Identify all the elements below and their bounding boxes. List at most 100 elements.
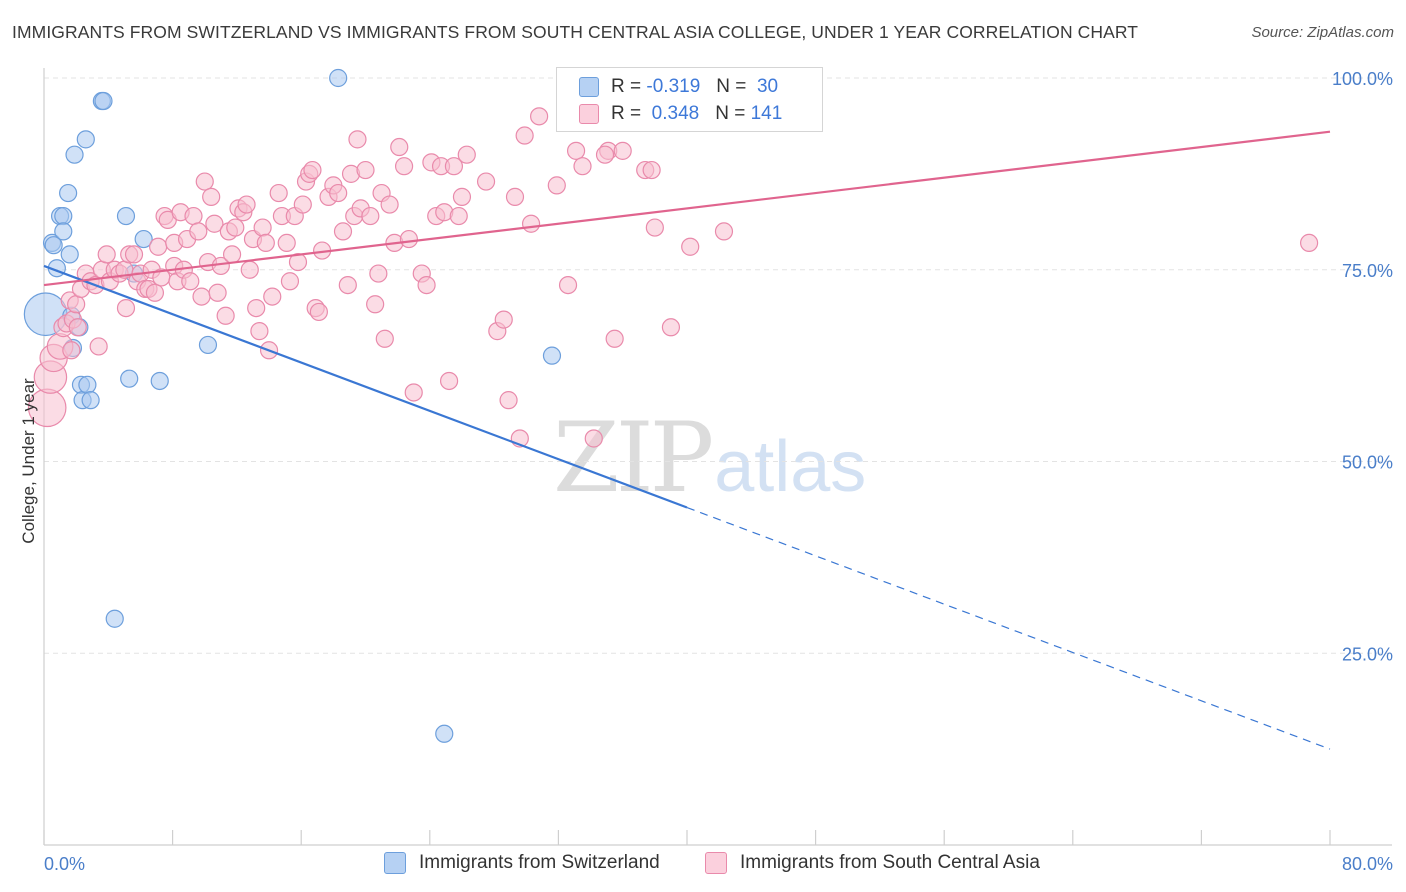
point-south-central-asia	[226, 218, 245, 237]
grid-lines	[44, 77, 1392, 654]
point-south-central-asia	[256, 233, 275, 253]
point-south-central-asia	[356, 160, 375, 180]
point-south-central-asia	[303, 160, 322, 180]
point-switzerland	[44, 236, 63, 255]
point-south-central-asia	[293, 195, 312, 214]
x-tick-label: 80.0%	[1342, 854, 1393, 874]
point-south-central-asia	[399, 229, 419, 249]
legend-item-switzerland: Immigrants from Switzerland	[384, 852, 660, 874]
legend-r-value: -0.319	[646, 76, 701, 97]
trendline-switzerland	[43, 264, 688, 509]
point-south-central-asia	[505, 187, 525, 206]
point-south-central-asia	[277, 233, 296, 253]
point-south-central-asia	[457, 145, 476, 164]
point-south-central-asia	[247, 299, 266, 318]
point-south-central-asia	[681, 237, 700, 256]
point-south-central-asia	[250, 322, 269, 341]
point-south-central-asia	[714, 222, 734, 241]
axes	[43, 68, 1392, 846]
y-axis-title: College, Under 1 year	[19, 378, 38, 544]
point-south-central-asia	[189, 222, 208, 241]
point-south-central-asia	[573, 157, 592, 176]
point-switzerland	[542, 346, 562, 365]
point-south-central-asia	[547, 176, 566, 195]
point-switzerland	[81, 391, 100, 410]
tick-labels: 25.0% 50.0% 75.0% 100.0% 0.0% 80.0% College, U…	[19, 69, 1393, 874]
point-switzerland	[116, 206, 136, 226]
point-switzerland	[78, 375, 97, 394]
legend-label-south-central-asia: Immigrants from South Central Asia	[740, 852, 1040, 873]
series-switzerland-points	[23, 68, 562, 743]
point-south-central-asia	[494, 310, 513, 329]
point-south-central-asia	[338, 275, 357, 295]
watermark-atlas: atlas	[714, 427, 867, 507]
legend-r-value: 0.348	[651, 103, 700, 124]
legend-swatch-switzerland	[579, 77, 599, 97]
point-south-central-asia	[222, 245, 242, 264]
point-switzerland	[59, 183, 78, 203]
point-south-central-asia	[476, 172, 496, 191]
point-south-central-asia	[1300, 233, 1319, 253]
point-south-central-asia	[333, 222, 353, 241]
point-south-central-asia	[499, 391, 518, 410]
point-south-central-asia	[184, 206, 203, 226]
point-south-central-asia	[329, 183, 348, 203]
point-south-central-asia	[62, 341, 81, 360]
point-south-central-asia	[124, 245, 144, 264]
point-south-central-asia	[530, 107, 549, 126]
point-south-central-asia	[67, 295, 86, 314]
point-south-central-asia	[449, 206, 468, 226]
point-south-central-asia	[380, 195, 399, 214]
legend-n-value: 30	[756, 76, 779, 97]
point-south-central-asia	[390, 137, 409, 157]
point-switzerland	[150, 371, 169, 391]
point-south-central-asia	[149, 237, 168, 256]
correlation-legend: R = -0.319 N = 30 R = 0.348 N = 141	[556, 67, 823, 132]
trendline-switzerland-extrapolated	[686, 506, 1331, 750]
point-south-central-asia	[181, 272, 200, 291]
y-tick-label: 75.0%	[1342, 261, 1393, 281]
legend-swatch-switzerland	[384, 852, 406, 874]
legend-swatch-south-central-asia	[705, 852, 727, 874]
point-south-central-asia	[394, 157, 414, 176]
point-south-central-asia	[558, 275, 578, 295]
point-south-central-asia	[361, 206, 380, 226]
point-south-central-asia	[97, 245, 116, 264]
point-switzerland	[54, 206, 73, 226]
point-south-central-asia	[444, 157, 464, 176]
point-south-central-asia	[216, 306, 235, 325]
point-switzerland	[76, 130, 95, 149]
legend-r-label: R =	[611, 76, 642, 97]
series-legend: Immigrants from Switzerland Immigrants f…	[0, 852, 1406, 878]
legend-n-label: N =	[716, 76, 747, 97]
point-south-central-asia	[68, 318, 87, 337]
point-south-central-asia	[404, 383, 423, 402]
trend-lines	[43, 130, 1331, 750]
point-south-central-asia	[202, 187, 221, 206]
point-south-central-asia	[280, 272, 300, 291]
point-south-central-asia	[116, 299, 136, 318]
legend-label-switzerland: Immigrants from Switzerland	[419, 852, 660, 873]
point-south-central-asia	[145, 283, 165, 302]
point-south-central-asia	[288, 252, 308, 272]
watermark-zip: ZIP	[553, 402, 714, 514]
legend-item-south-central-asia: Immigrants from South Central Asia	[705, 852, 1040, 874]
point-south-central-asia	[263, 287, 282, 306]
point-south-central-asia	[584, 429, 603, 448]
x-tick-label: 0.0%	[44, 854, 85, 874]
chart-title: IMMIGRANTS FROM SWITZERLAND VS IMMIGRANT…	[12, 22, 1139, 42]
point-south-central-asia	[253, 218, 272, 237]
point-south-central-asia	[417, 275, 436, 295]
point-south-central-asia	[205, 214, 224, 233]
point-south-central-asia	[613, 141, 632, 160]
point-switzerland	[105, 609, 124, 628]
point-south-central-asia	[309, 302, 328, 322]
y-tick-label: 50.0%	[1342, 453, 1393, 473]
point-south-central-asia	[208, 283, 227, 302]
point-south-central-asia	[515, 126, 534, 145]
point-south-central-asia	[521, 214, 541, 233]
point-south-central-asia	[661, 318, 681, 337]
point-switzerland	[65, 145, 84, 164]
point-south-central-asia	[192, 287, 211, 306]
